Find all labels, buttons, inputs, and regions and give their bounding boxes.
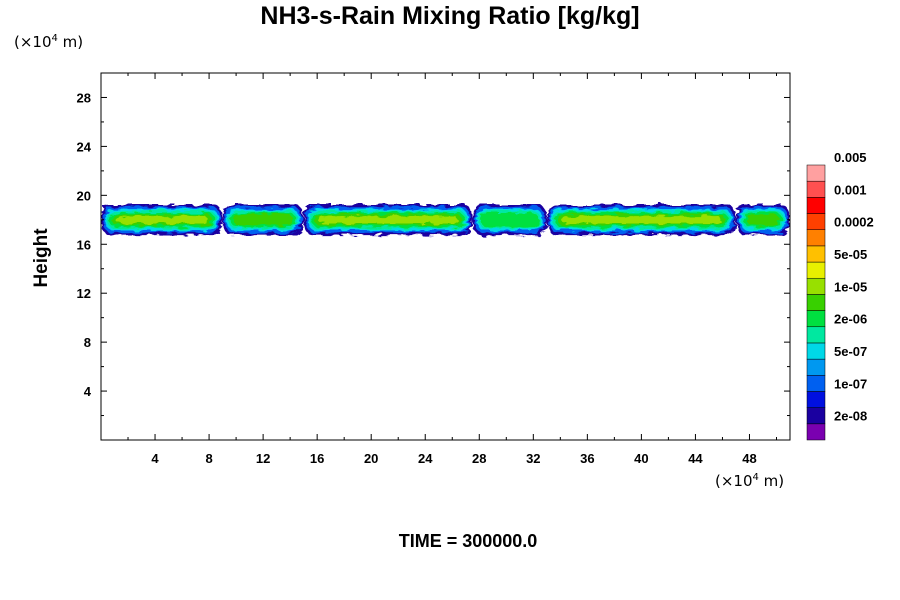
y-tick-label: 20: [77, 188, 91, 203]
x-tick-label: 32: [526, 451, 540, 466]
y-tick-label: 12: [77, 286, 91, 301]
cloud-layer-band: [487, 216, 532, 224]
x-tick-label: 16: [310, 451, 324, 466]
y-tick-label: 8: [84, 335, 91, 350]
x-unit-suffix: m): [758, 472, 785, 490]
colorbar-swatch: [806, 213, 826, 230]
x-tick-label: 48: [742, 451, 756, 466]
colorbar-swatch: [806, 407, 826, 425]
colorbar-label: 5e-05: [834, 247, 867, 262]
colorbar-swatch: [806, 358, 826, 376]
y-tick-label: 16: [77, 237, 91, 252]
y-unit-suffix: m): [57, 33, 84, 51]
colorbar-label: 5e-07: [834, 344, 867, 359]
colorbar-swatch: [806, 197, 826, 214]
colorbar-swatch: [806, 180, 826, 198]
x-axis: 4 8 12 16 20 24 28 32 36 40 44 48: [127, 73, 777, 466]
x-tick-label: 4: [151, 451, 159, 466]
colorbar-swatch: [806, 342, 826, 360]
x-tick-label: 40: [634, 451, 648, 466]
cloud-layer-band: [750, 216, 775, 224]
y-unit-prefix: (×10: [14, 33, 52, 51]
cloud-layer-band: [116, 216, 208, 224]
colorbar-label: 2e-08: [834, 409, 867, 424]
x-tick-label: 28: [472, 451, 486, 466]
colorbar-swatch: [806, 423, 826, 441]
cloud-layer-band: [318, 216, 458, 224]
y-tick-label: 4: [84, 384, 92, 399]
cloud-layer-band: [237, 216, 289, 224]
colorbar-swatch: [806, 310, 826, 328]
x-tick-label: 24: [418, 451, 433, 466]
data-field: [101, 204, 790, 236]
colorbar-swatch: [806, 261, 826, 279]
time-label: TIME = 300000.0: [398, 531, 538, 551]
colorbar-swatch: [806, 245, 826, 263]
y-axis-unit: (×104 m): [14, 33, 83, 51]
chart-title: NH3-s-Rain Mixing Ratio [kg/kg]: [260, 2, 640, 30]
cloud-layer-band: [561, 216, 721, 224]
y-tick-label: 24: [77, 139, 92, 154]
colorbar-swatch: [806, 391, 826, 408]
colorbar-swatch: [806, 294, 826, 311]
plot-frame: [100, 72, 791, 441]
x-axis-unit: (×104 m): [715, 472, 784, 490]
y-axis: 4 8 12 16 20 24 28: [77, 90, 790, 417]
colorbar-label: 0.005: [834, 150, 867, 165]
colorbar-label: 2e-06: [834, 312, 867, 327]
x-tick-label: 12: [256, 451, 270, 466]
x-tick-label: 8: [205, 451, 212, 466]
colorbar-label: 1e-07: [834, 376, 867, 391]
colorbar-swatch: [806, 229, 826, 247]
x-tick-label: 20: [364, 451, 378, 466]
colorbar-swatch: [806, 277, 826, 295]
y-tick-label: 28: [77, 90, 91, 105]
colorbar-label: 0.0002: [834, 215, 874, 230]
y-unit-exponent: 4: [51, 33, 58, 44]
colorbar-swatch: [806, 375, 826, 392]
colorbar-swatch: [806, 164, 826, 182]
colorbar-swatch: [806, 326, 826, 344]
x-tick-label: 44: [688, 451, 703, 466]
x-unit-prefix: (×10: [715, 472, 753, 490]
x-tick-label: 36: [580, 451, 594, 466]
colorbar-label: 0.001: [834, 182, 867, 197]
x-unit-exponent: 4: [752, 472, 759, 483]
colorbar-label: 1e-05: [834, 279, 867, 294]
colorbar: 2e-08 1e-07 5e-07 2e-06 1e-05 5e-05 0.0002 0.00…: [806, 150, 874, 441]
